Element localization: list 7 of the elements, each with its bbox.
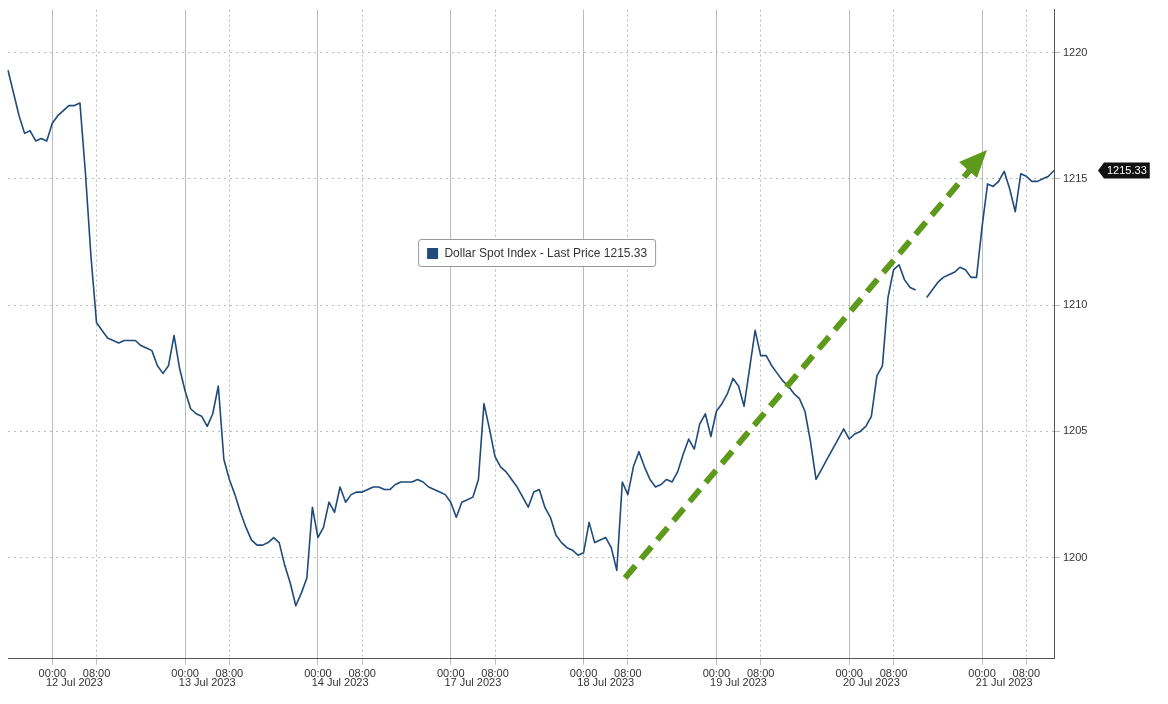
y-tick-label: 1210 [1063,298,1088,311]
legend-label: Dollar Spot Index - Last Price 1215.33 [444,246,648,261]
text: 1215.33 [1107,163,1147,176]
y-tick-label: 1200 [1063,550,1088,563]
y-tick-label: 1205 [1063,424,1088,437]
y-tick-label: 1215 [1063,171,1088,184]
y-tick-label: 1220 [1063,45,1088,58]
